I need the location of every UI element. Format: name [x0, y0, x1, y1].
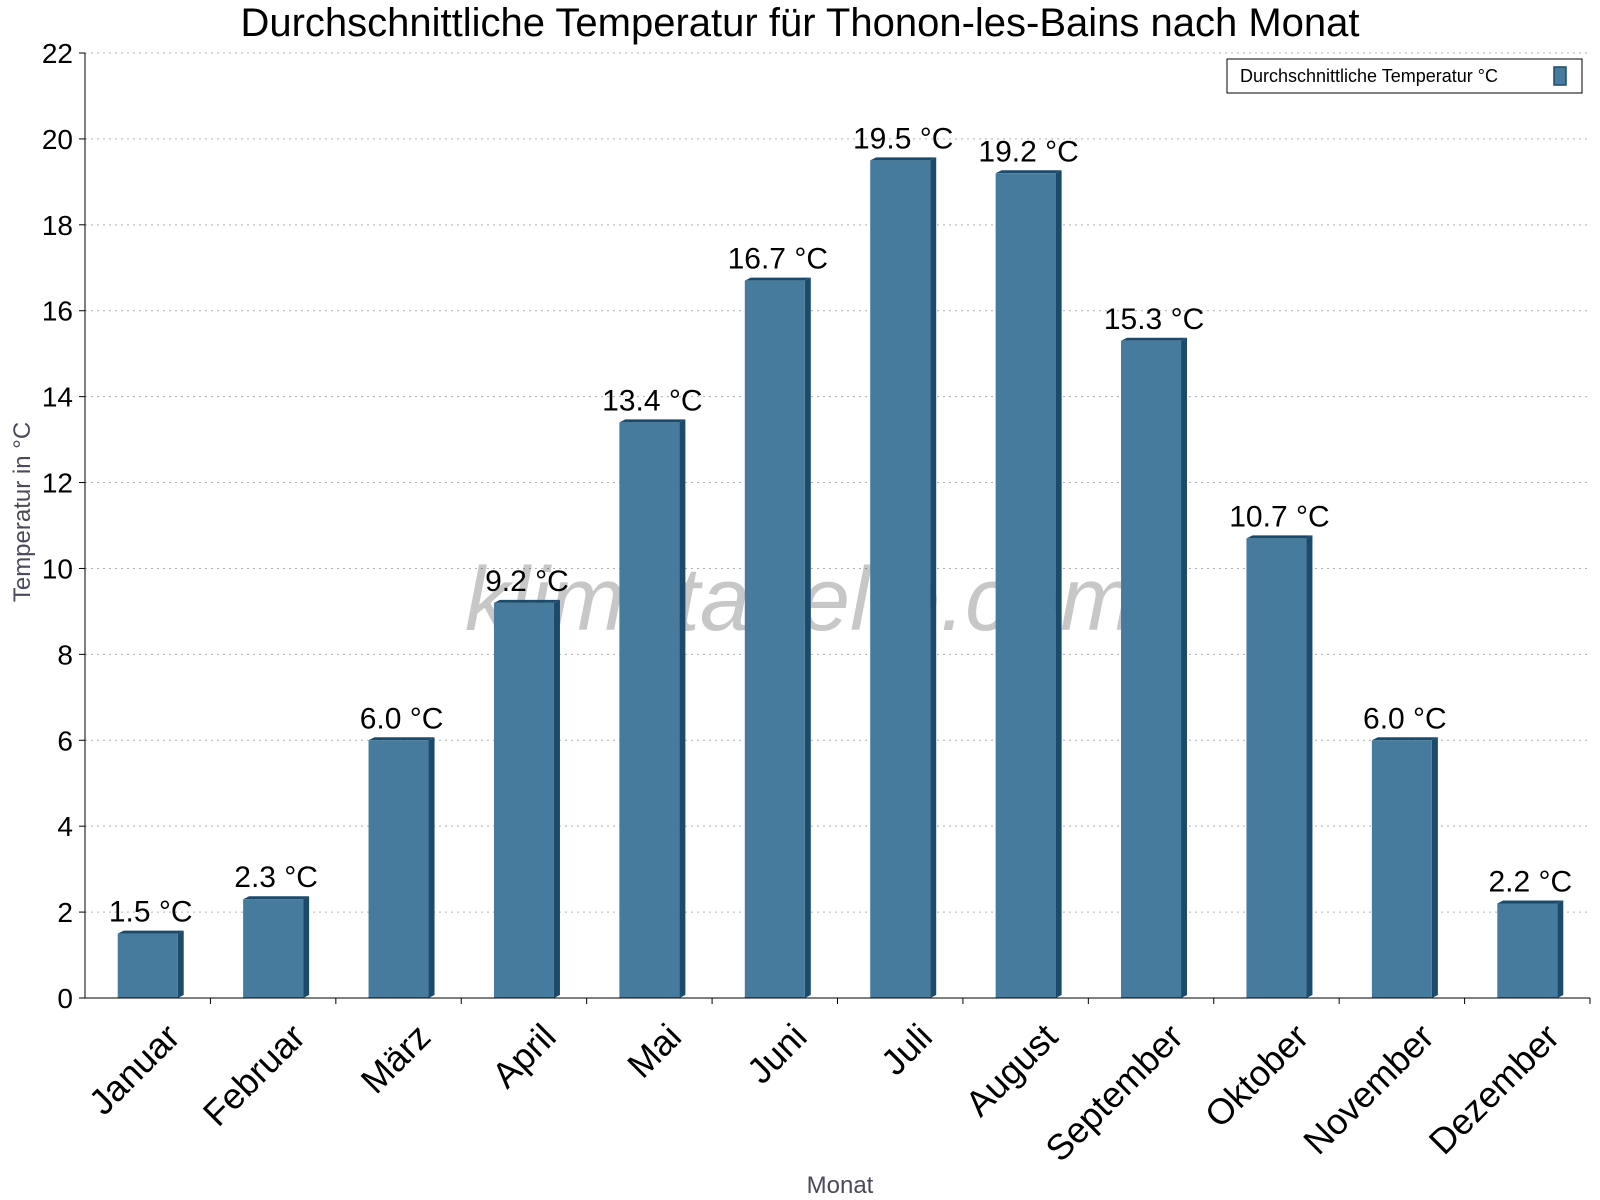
- bar: [995, 173, 1056, 999]
- bar-side: [1557, 900, 1564, 998]
- x-tick-label: Januar: [81, 1016, 188, 1123]
- y-tick-label: 14: [42, 382, 73, 413]
- x-tick-label: April: [484, 1016, 564, 1096]
- x-tick-label: Juni: [739, 1016, 815, 1092]
- data-label: 2.2 °C: [1488, 866, 1572, 899]
- data-label: 1.5 °C: [109, 896, 193, 929]
- y-tick-label: 16: [42, 296, 73, 327]
- y-tick-label: 20: [42, 124, 73, 155]
- bar-top: [493, 599, 560, 603]
- legend: Durchschnittliche Temperatur °C: [1226, 58, 1583, 94]
- x-tick-labels: Januar Februar März April Mai Juni Juli AugustS…: [81, 998, 1591, 1170]
- bar-top: [1497, 900, 1564, 904]
- x-tick-label: Oktober: [1197, 1016, 1317, 1136]
- bar-side: [303, 896, 310, 998]
- bar-top: [1246, 535, 1313, 539]
- y-tick-label: 8: [57, 639, 73, 670]
- y-tick-label: 22: [42, 38, 73, 69]
- data-label: 19.2 °C: [978, 135, 1078, 168]
- chart-title: Durchschnittliche Temperatur für Thonon-…: [240, 1, 1359, 45]
- data-label: 6.0 °C: [1363, 702, 1447, 735]
- bar-side: [177, 930, 184, 998]
- x-tick-label: August: [957, 1016, 1065, 1124]
- bar: [1121, 340, 1182, 999]
- legend-label: Durchschnittliche Temperatur °C: [1240, 66, 1498, 86]
- bar-side: [1431, 737, 1438, 998]
- bar-top: [1371, 737, 1438, 741]
- y-tick-label: 0: [57, 983, 73, 1014]
- x-tick-label: September: [1037, 1016, 1191, 1170]
- y-tick-label: 18: [42, 210, 73, 241]
- x-tick-label: Dezember: [1421, 1016, 1567, 1162]
- y-tick-labels: 0 2 4 6 8 10 12 14 16 18 20 22: [42, 38, 85, 1014]
- data-label: 19.5 °C: [853, 122, 953, 155]
- bar-side: [804, 277, 811, 999]
- bar-side: [679, 419, 686, 999]
- bar: [493, 602, 554, 998]
- y-tick-label: 4: [57, 811, 73, 842]
- data-label: 16.7 °C: [728, 243, 828, 276]
- bar: [117, 933, 178, 998]
- data-label: 2.3 °C: [234, 861, 318, 894]
- bar-top: [243, 896, 310, 900]
- data-label: 13.4 °C: [602, 384, 702, 417]
- axes: [84, 53, 1590, 999]
- legend-box: [1226, 58, 1583, 94]
- x-tick-label: März: [353, 1016, 439, 1102]
- x-tick-label: November: [1295, 1016, 1441, 1162]
- bar: [744, 280, 805, 999]
- bar: [1246, 538, 1307, 998]
- bar-side: [1181, 337, 1188, 999]
- bar: [243, 899, 304, 998]
- y-tick-label: 6: [57, 725, 73, 756]
- y-tick-label: 12: [42, 468, 73, 499]
- x-tick-label: Mai: [619, 1016, 689, 1086]
- bars: [117, 157, 1564, 999]
- data-label: 15.3 °C: [1104, 303, 1204, 336]
- bar-side: [1306, 535, 1313, 998]
- data-labels: 1.5 °C 2.3 °C 6.0 °C 9.2 °C 13.4 °C 16.7 °C 19…: [109, 122, 1572, 928]
- bar-top: [744, 277, 811, 281]
- bar-top: [368, 737, 435, 741]
- data-label: 10.7 °C: [1229, 500, 1329, 533]
- y-tick-label: 2: [57, 897, 73, 928]
- bar-top: [619, 419, 686, 423]
- data-label: 9.2 °C: [485, 565, 569, 598]
- bar: [368, 740, 429, 998]
- legend-swatch: [1553, 66, 1567, 86]
- y-tick-label: 10: [42, 553, 73, 584]
- bar-side: [428, 737, 435, 998]
- bar-side: [930, 157, 937, 999]
- bar-top: [995, 170, 1062, 174]
- bar-top: [1121, 337, 1188, 341]
- bar-side: [553, 599, 560, 998]
- x-tick-label: Februar: [195, 1016, 313, 1134]
- bar: [1371, 740, 1432, 998]
- bar: [619, 422, 680, 999]
- bar: [870, 160, 931, 999]
- x-tick-label: Juli: [873, 1016, 940, 1083]
- bar-top: [117, 930, 184, 934]
- bar: [1497, 903, 1558, 998]
- data-label: 6.0 °C: [360, 702, 444, 735]
- bar-top: [870, 157, 937, 161]
- bar-side: [1055, 170, 1062, 999]
- x-axis-label: Monat: [807, 1172, 874, 1199]
- gridlines: [85, 52, 1590, 913]
- y-axis-label: Temperatur in °C: [9, 422, 36, 602]
